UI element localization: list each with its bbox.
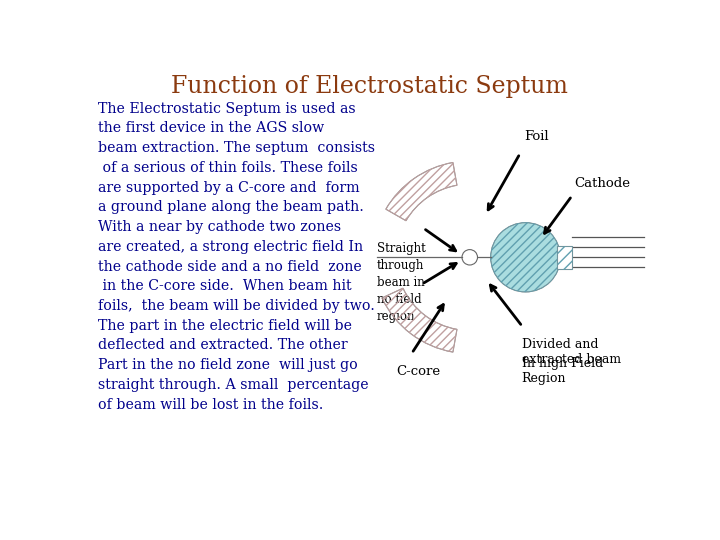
Bar [557,246,572,269]
Text: Foil: Foil [524,130,549,143]
Text: The Electrostatic Septum is used as
the first device in the AGS slow
beam extrac: The Electrostatic Septum is used as the … [98,102,374,411]
Circle shape [490,222,560,292]
Circle shape [462,249,477,265]
Text: Cathode: Cathode [575,177,631,190]
Wedge shape [386,163,457,221]
Text: Function of Electrostatic Septum: Function of Electrostatic Septum [171,75,567,98]
Text: C-core: C-core [396,365,440,378]
Text: In high Field
Region: In high Field Region [522,357,603,386]
Wedge shape [382,288,457,352]
Bar [557,246,572,269]
Text: Divided and
extracted beam: Divided and extracted beam [522,338,621,366]
Text: Straight
through
beam in
no field
region: Straight through beam in no field region [377,242,426,323]
